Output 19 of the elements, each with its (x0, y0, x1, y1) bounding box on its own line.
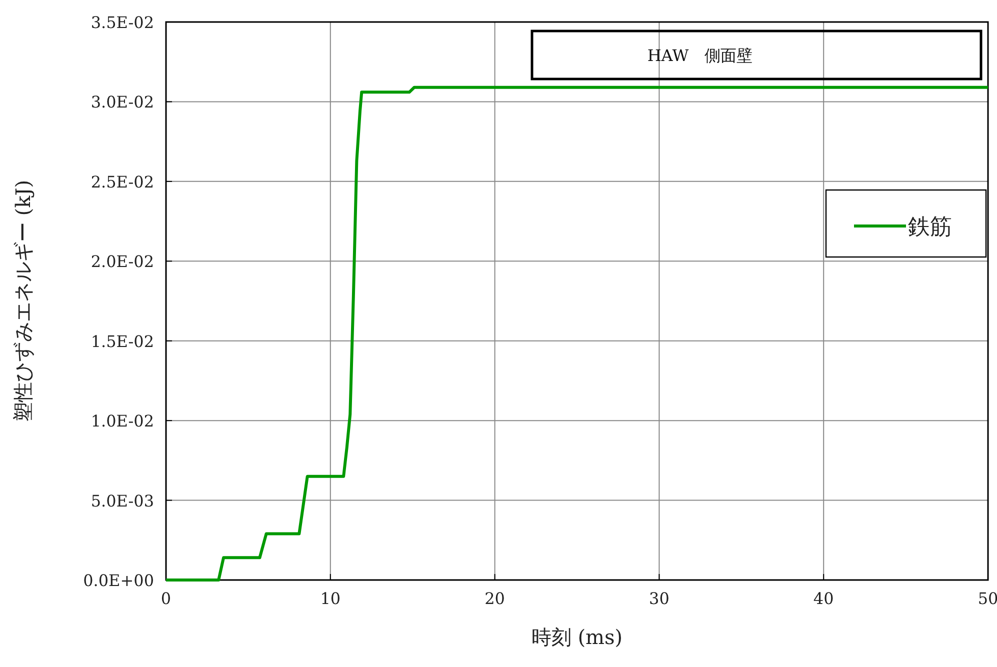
x-tick-label: 20 (484, 589, 505, 608)
x-tick-label: 10 (320, 589, 341, 608)
x-tick-label: 50 (978, 589, 997, 608)
y-axis-title: 塑性ひずみエネルギー (kJ) (11, 180, 35, 422)
y-tick-label: 1.5E-02 (90, 332, 154, 351)
y-tick-label: 2.0E-02 (90, 252, 154, 272)
y-tick-label: 1.0E-02 (90, 412, 154, 431)
text: HAW 側面壁 (647, 46, 753, 65)
legend-label: 鉄筋 (908, 215, 952, 240)
x-tick-label: 0 (160, 589, 172, 608)
y-tick-label: 0.0E+00 (83, 571, 154, 590)
line-series (164, 86, 990, 582)
x-tick-label: 40 (813, 589, 834, 608)
y-tick-label: 5.0E-03 (90, 491, 154, 510)
x-axis-title: 時刻 (ms) (531, 625, 623, 649)
x-tick-label: 30 (649, 589, 670, 608)
y-tick-label: 2.5E-02 (90, 172, 154, 192)
y-tick-label: 3.0E-02 (90, 92, 154, 112)
y-tick-label: 3.5E-02 (90, 13, 154, 32)
